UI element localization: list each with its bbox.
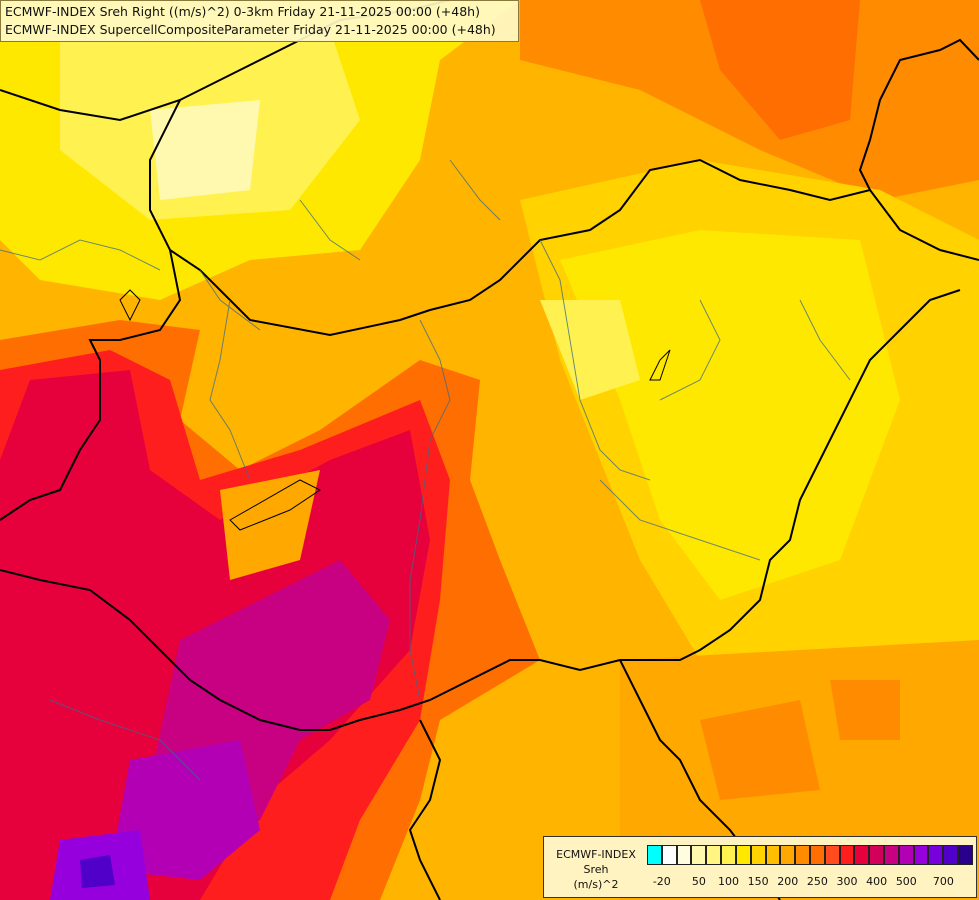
field-region xyxy=(80,855,115,888)
legend-label: ECMWF-INDEX Sreh (m/s)^2 xyxy=(550,847,642,892)
legend-swatch xyxy=(706,845,722,865)
field-region xyxy=(150,100,260,200)
legend-swatch xyxy=(958,845,973,865)
lakes xyxy=(119,289,671,531)
legend-tick-label: 50 xyxy=(691,875,706,888)
legend-label-model: ECMWF-INDEX xyxy=(556,848,636,861)
legend-swatch xyxy=(824,845,840,865)
title-line-2: ECMWF-INDEX SupercellCompositeParameter … xyxy=(5,22,496,37)
field-region xyxy=(220,470,320,580)
legend-swatch xyxy=(750,845,766,865)
legend-swatch xyxy=(735,845,751,865)
field-region xyxy=(830,680,900,740)
legend-swatch xyxy=(928,845,944,865)
legend-swatch xyxy=(884,845,899,865)
field-region xyxy=(110,740,260,880)
field-region xyxy=(700,0,860,140)
legend-swatch xyxy=(676,845,692,865)
legend-swatch xyxy=(943,845,959,865)
legend-tick-label: 500 xyxy=(895,875,917,888)
legend-tick-label: 100 xyxy=(718,875,739,888)
field-region xyxy=(560,230,900,600)
legend-tick-label: 400 xyxy=(866,875,888,888)
legend-tick-label: 150 xyxy=(747,875,769,888)
legend-tick-label: -20 xyxy=(652,875,671,888)
field-region xyxy=(700,700,820,800)
legend-tick-label: 250 xyxy=(806,875,828,888)
legend-tick-label: 300 xyxy=(836,875,858,888)
legend-label-parameter: Sreh xyxy=(583,863,609,876)
legend-tick-label: 700 xyxy=(932,875,954,888)
legend-label-unit: (m/s)^2 xyxy=(573,878,619,891)
legend-swatch xyxy=(647,845,662,865)
rivers xyxy=(0,159,851,781)
legend-tick-label: 200 xyxy=(777,875,799,888)
color-legend: ECMWF-INDEX Sreh (m/s)^2 -20 50 100 150 200 2… xyxy=(543,836,977,898)
legend-swatch xyxy=(661,845,677,865)
legend-color-bar xyxy=(647,845,973,865)
legend-swatch xyxy=(809,845,825,865)
legend-swatch xyxy=(795,845,810,865)
title-line-1: ECMWF-INDEX Sreh Right ((m/s)^2) 0-3km F… xyxy=(5,4,480,19)
legend-swatch xyxy=(765,845,781,865)
legend-swatch xyxy=(854,845,870,865)
legend-swatch xyxy=(721,845,736,865)
legend-swatch xyxy=(780,845,796,865)
field-region xyxy=(540,300,640,400)
legend-swatch xyxy=(869,845,884,865)
map-title-box: ECMWF-INDEX Sreh Right ((m/s)^2) 0-3km F… xyxy=(0,0,519,42)
legend-swatch xyxy=(691,845,707,865)
legend-swatch xyxy=(839,845,855,865)
legend-ticks: -20 50 100 150 200 250 300 400 500 700 xyxy=(647,875,975,891)
legend-swatch xyxy=(898,845,914,865)
legend-swatch xyxy=(913,845,929,865)
